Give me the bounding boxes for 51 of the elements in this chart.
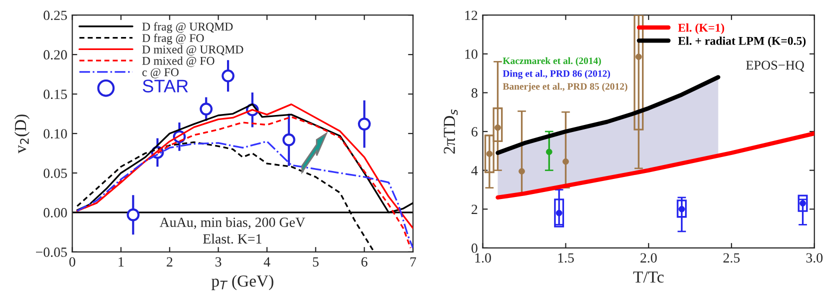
annotation: AuAu, min bias, 200 GeV xyxy=(160,217,306,229)
y-axis-title: v$_{2}$(D) xyxy=(14,114,30,154)
legend-label: D frag @ URQMD xyxy=(142,22,233,34)
y-axis-title: 2πTD$_{s}$ xyxy=(444,109,458,154)
x-tick-label: 2.5 xyxy=(723,253,740,263)
y-tick-label: 6 xyxy=(472,127,478,136)
legend-label: STAR xyxy=(142,80,188,92)
y-tick-label: 12 xyxy=(465,10,478,20)
y-tick-label: 2 xyxy=(472,204,478,214)
y-tick-label: 8 xyxy=(472,88,478,98)
x-tick-label: 1.0 xyxy=(475,253,491,263)
y-tick-label: 0.15 xyxy=(44,90,67,100)
point xyxy=(222,69,234,82)
x-tick-label: 2.0 xyxy=(640,253,657,263)
x-tick-label: 6 xyxy=(361,257,368,267)
legend-label: D frag @ FO xyxy=(142,34,204,44)
x-tick-label: 1.5 xyxy=(558,253,574,263)
y-tick-label: 0.25 xyxy=(44,10,67,20)
x-tick-label: 3 xyxy=(216,257,222,267)
text: Ding et al., PRD 86 (2012) xyxy=(502,70,610,79)
y-tick-label: 0.00 xyxy=(44,208,67,218)
x-tick-label: 2 xyxy=(166,257,172,266)
text: Banerjee et al., PRD 85 (2012) xyxy=(502,82,628,92)
point xyxy=(358,118,371,130)
annotation: Elast. K=1 xyxy=(203,234,262,244)
x-tick-label: 4 xyxy=(264,257,270,266)
point xyxy=(200,102,213,116)
y-tick-label: 10 xyxy=(465,49,478,59)
y-tick-label: 0.05 xyxy=(44,168,67,178)
point xyxy=(282,133,296,146)
x-tick-label: 1 xyxy=(118,257,124,266)
y-tick-label: −0.05 xyxy=(36,248,67,257)
point xyxy=(126,208,140,222)
legend-label: El. (K=1) xyxy=(678,23,724,34)
x-axis-title: p$_{T}$ (GeV) xyxy=(212,274,274,290)
x-axis-title: T/Tc xyxy=(633,272,664,283)
y-tick-label: 0.10 xyxy=(44,129,67,139)
x-tick-label: 7 xyxy=(410,257,416,266)
y-tick-label: 0 xyxy=(472,244,478,253)
x-tick-label: 5 xyxy=(312,257,319,267)
legend-label: El. + radiat LPM (K=0.5) xyxy=(678,36,806,48)
x-tick-label: 0 xyxy=(69,257,76,267)
legend-label: D mixed @ FO xyxy=(142,56,214,67)
legend-label: D mixed @ URQMD xyxy=(142,45,244,56)
line-series xyxy=(496,131,814,200)
text: Kaczmarek et al. (2014) xyxy=(502,57,601,66)
y-tick-label: 0.20 xyxy=(44,50,67,60)
y-tick-label: 4 xyxy=(471,166,478,176)
legend-label: c @ FO xyxy=(142,68,179,78)
x-tick-label: 3.0 xyxy=(806,253,823,263)
annotation: EPOS−HQ xyxy=(746,60,804,72)
